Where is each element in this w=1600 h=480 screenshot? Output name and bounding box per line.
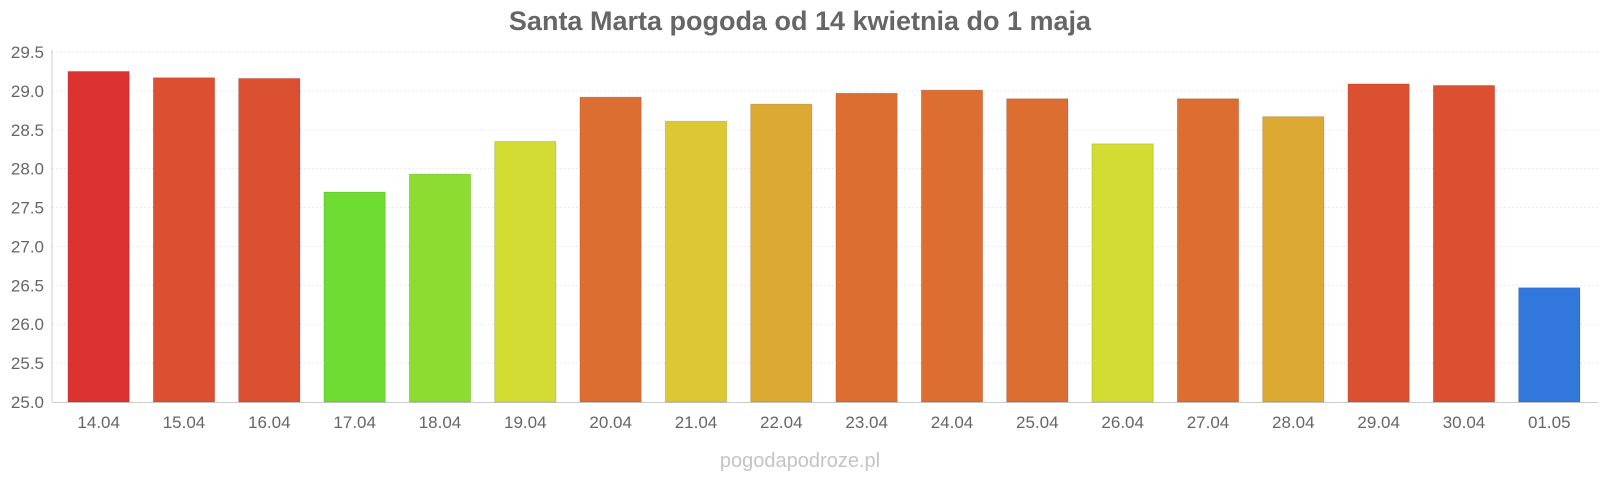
x-tick-label: 15.04 bbox=[163, 413, 206, 432]
x-tick-label: 28.04 bbox=[1272, 413, 1315, 432]
x-tick-label: 18.04 bbox=[419, 413, 462, 432]
y-tick-label: 28.5 bbox=[11, 121, 44, 140]
x-tick-label: 19.04 bbox=[504, 413, 547, 432]
x-tick-label: 16.04 bbox=[248, 413, 291, 432]
bar-23.04 bbox=[835, 92, 898, 403]
bar-26.04 bbox=[1091, 143, 1154, 403]
x-tick-label: 14.04 bbox=[77, 413, 120, 432]
x-tick-label: 01.05 bbox=[1528, 413, 1571, 432]
x-tick-label: 29.04 bbox=[1357, 413, 1400, 432]
bar-27.04 bbox=[1176, 98, 1240, 403]
bar-28.04 bbox=[1262, 116, 1325, 403]
y-tick-label: 27.5 bbox=[11, 199, 44, 218]
x-tick-label: 20.04 bbox=[589, 413, 632, 432]
x-tick-label: 22.04 bbox=[760, 413, 803, 432]
bar-25.04 bbox=[1006, 98, 1069, 403]
x-tick-label: 27.04 bbox=[1187, 413, 1230, 432]
y-tick-label: 25.5 bbox=[11, 354, 44, 373]
y-tick-label: 29.5 bbox=[11, 43, 44, 62]
chart-title: Santa Marta pogoda od 14 kwietnia do 1 m… bbox=[508, 6, 1092, 36]
bar-20.04 bbox=[579, 96, 642, 403]
y-tick-label: 29.0 bbox=[11, 82, 44, 101]
bar-15.04 bbox=[152, 77, 216, 403]
x-tick-label: 17.04 bbox=[333, 413, 376, 432]
x-tick-label: 23.04 bbox=[845, 413, 888, 432]
y-tick-label: 26.5 bbox=[11, 276, 44, 295]
x-tick-label: 24.04 bbox=[931, 413, 974, 432]
y-tick-label: 26.0 bbox=[11, 315, 44, 334]
bar-21.04 bbox=[664, 120, 728, 403]
y-tick-label: 25.0 bbox=[11, 393, 44, 412]
y-tick-label: 27.0 bbox=[11, 237, 44, 256]
watermark: pogodapodroze.pl bbox=[719, 450, 881, 472]
y-tick-label: 28.0 bbox=[11, 160, 44, 179]
bar-01.05 bbox=[1518, 287, 1581, 403]
bar-29.04 bbox=[1347, 83, 1410, 403]
bar-19.04 bbox=[494, 140, 557, 403]
bar-22.04 bbox=[750, 103, 813, 403]
x-tick-label: 21.04 bbox=[675, 413, 718, 432]
x-tick-label: 26.04 bbox=[1101, 413, 1144, 432]
bar-16.04 bbox=[238, 77, 301, 403]
bar-18.04 bbox=[408, 173, 472, 403]
bar-17.04 bbox=[323, 191, 386, 403]
bar-24.04 bbox=[920, 89, 984, 403]
x-tick-label: 25.04 bbox=[1016, 413, 1059, 432]
x-tick-label: 30.04 bbox=[1443, 413, 1486, 432]
bar-30.04 bbox=[1432, 84, 1496, 403]
bar-14.04 bbox=[67, 70, 130, 403]
